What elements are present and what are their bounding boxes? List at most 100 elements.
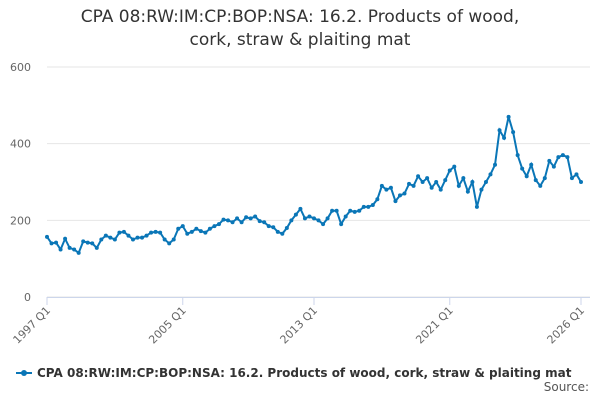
data-point [348, 208, 353, 213]
data-point [207, 226, 212, 231]
data-point [203, 230, 208, 235]
data-point [375, 197, 380, 202]
data-point [293, 212, 298, 217]
data-point [470, 180, 475, 184]
data-point [67, 245, 72, 250]
data-point [506, 114, 511, 119]
data-point [524, 174, 529, 179]
data-point [194, 226, 199, 231]
data-point [397, 193, 402, 198]
data-point [461, 176, 466, 181]
data-point [230, 220, 235, 225]
data-point [239, 220, 244, 225]
data-point [515, 153, 520, 158]
data-point [158, 230, 163, 235]
data-point [117, 230, 122, 235]
data-point [357, 208, 362, 213]
data-point [579, 180, 583, 184]
data-point [370, 203, 375, 207]
data-point [302, 216, 307, 221]
data-point [126, 233, 131, 238]
data-point [298, 206, 303, 211]
data-point [72, 247, 77, 252]
data-point [529, 162, 534, 167]
data-point [443, 178, 448, 183]
data-point [76, 250, 81, 255]
data-point [502, 135, 507, 140]
data-point [81, 239, 86, 244]
data-point [321, 222, 326, 227]
source: Source: [544, 380, 589, 394]
data-point [574, 172, 579, 177]
data-point [307, 214, 312, 219]
data-point [45, 234, 49, 239]
data-point [112, 237, 117, 242]
data-point [456, 183, 461, 188]
data-point [407, 181, 412, 186]
data-point [339, 222, 344, 227]
data-point [393, 199, 398, 204]
data-point [330, 208, 335, 213]
data-point [58, 247, 63, 252]
data-point [447, 168, 452, 173]
data-point [556, 155, 561, 160]
data-point [248, 216, 253, 221]
data-point [162, 237, 167, 242]
legend-label: CPA 08:RW:IM:CP:BOP:NSA: 16.2. Products … [37, 366, 572, 380]
data-point [479, 187, 484, 192]
data-point [216, 222, 221, 227]
data-point [569, 176, 574, 181]
data-point [253, 214, 258, 219]
data-point [103, 233, 108, 238]
data-point [266, 224, 271, 229]
legend-marker [21, 370, 27, 376]
y-tick-label: 200 [10, 214, 31, 227]
data-point [560, 153, 565, 158]
data-point [312, 216, 316, 221]
data-point [121, 229, 126, 234]
data-point [289, 218, 294, 223]
data-point [135, 235, 140, 240]
data-point [343, 214, 348, 219]
data-point [180, 224, 185, 229]
data-point [271, 225, 276, 230]
data-point [54, 240, 59, 245]
data-point [176, 226, 181, 231]
data-point [425, 176, 430, 181]
data-point [316, 218, 321, 223]
data-point [280, 231, 285, 236]
data-point [547, 158, 552, 163]
data-point [153, 229, 158, 234]
y-tick-label: 400 [10, 138, 31, 151]
data-point [551, 164, 556, 169]
data-point [511, 130, 516, 135]
data-point [167, 241, 172, 246]
data-point [388, 185, 393, 190]
data-point [149, 230, 154, 235]
data-point [452, 164, 457, 169]
data-point [63, 236, 68, 241]
data-point [538, 183, 543, 188]
chart-title: CPA 08:RW:IM:CP:BOP:NSA: 16.2. Products … [80, 7, 520, 50]
data-point [99, 237, 104, 242]
data-point [140, 235, 145, 240]
data-point [244, 215, 249, 220]
data-point [49, 241, 54, 246]
x-tick-label: 2005 Q1 [146, 304, 189, 347]
data-point [185, 231, 190, 236]
data-point [198, 229, 203, 234]
data-point [429, 185, 434, 190]
data-point [366, 204, 371, 209]
data-point [488, 172, 493, 177]
x-tick-label: 2026 Q1 [545, 304, 588, 347]
data-point [352, 209, 357, 214]
data-point [325, 216, 330, 221]
data-point [434, 180, 439, 184]
data-point [334, 208, 339, 213]
data-point [493, 162, 498, 167]
data-point [361, 204, 366, 209]
series-line [46, 116, 582, 255]
data-point [474, 204, 479, 209]
